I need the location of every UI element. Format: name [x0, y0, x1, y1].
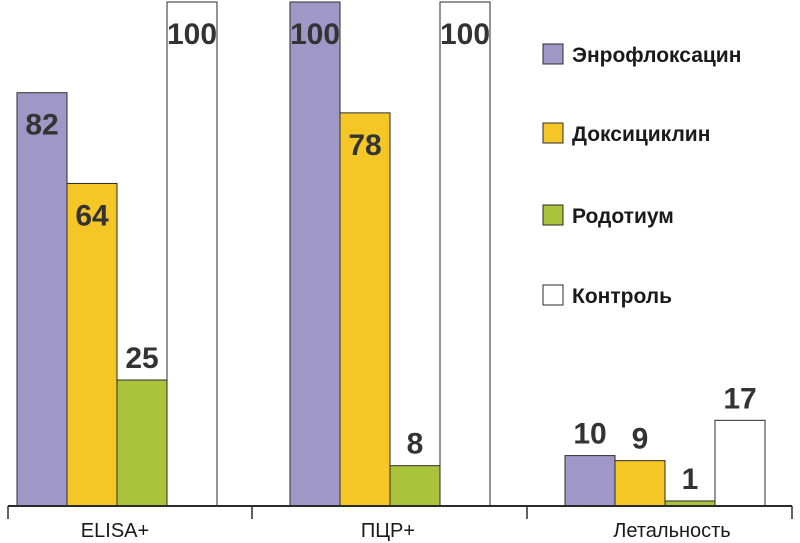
- bar-0-2: [116, 379, 168, 507]
- legend-swatch-0: [542, 43, 564, 65]
- value-label-1-1: 78: [348, 129, 381, 162]
- value-label-2-3: 17: [723, 382, 756, 415]
- value-label-1-3: 100: [440, 18, 490, 51]
- bar-0-1: [66, 182, 118, 507]
- value-label-0-1: 64: [75, 199, 109, 232]
- bar-1-1: [339, 112, 391, 507]
- bar-1-2: [389, 465, 441, 507]
- legend: Энрофлоксацин Доксициклин Родотиум Контроль: [542, 43, 741, 308]
- legend-label-1: Доксициклин: [572, 123, 710, 146]
- bar-2-0: [564, 455, 616, 507]
- value-label-2-0: 10: [573, 418, 606, 451]
- legend-swatch-2: [542, 204, 564, 226]
- bar-1-3: [439, 1, 491, 507]
- bar-2-3: [714, 419, 766, 507]
- value-label-2-1: 9: [632, 423, 649, 456]
- x-axis: ELISA+ ПЦР+ Летальность: [7, 505, 793, 542]
- value-label-0-2: 25: [125, 342, 158, 375]
- legend-label-3: Контроль: [572, 285, 672, 308]
- legend-label-2: Родотиум: [572, 205, 674, 228]
- bar-0-0: [16, 92, 68, 507]
- category-label-1: ПЦР+: [361, 520, 415, 542]
- value-label-1-0: 100: [290, 18, 340, 51]
- legend-swatch-3: [542, 284, 564, 306]
- value-label-1-2: 8: [407, 428, 424, 461]
- value-label-0-3: 100: [167, 18, 217, 51]
- legend-swatch-1: [542, 122, 564, 144]
- value-label-0-0: 82: [25, 109, 58, 142]
- value-label-2-2: 1: [682, 463, 699, 496]
- value-labels-group: 82 64 25 100 100 78 8 100 10 91 17: [25, 18, 756, 496]
- legend-label-0: Энрофлоксацин: [572, 44, 741, 67]
- category-label-0: ELISA+: [81, 520, 149, 542]
- bar-2-1: [614, 460, 666, 507]
- bar-1-0: [289, 1, 341, 507]
- bar-0-3: [166, 1, 218, 507]
- bars-group: [16, 1, 766, 507]
- category-label-2: Летальность: [613, 520, 730, 542]
